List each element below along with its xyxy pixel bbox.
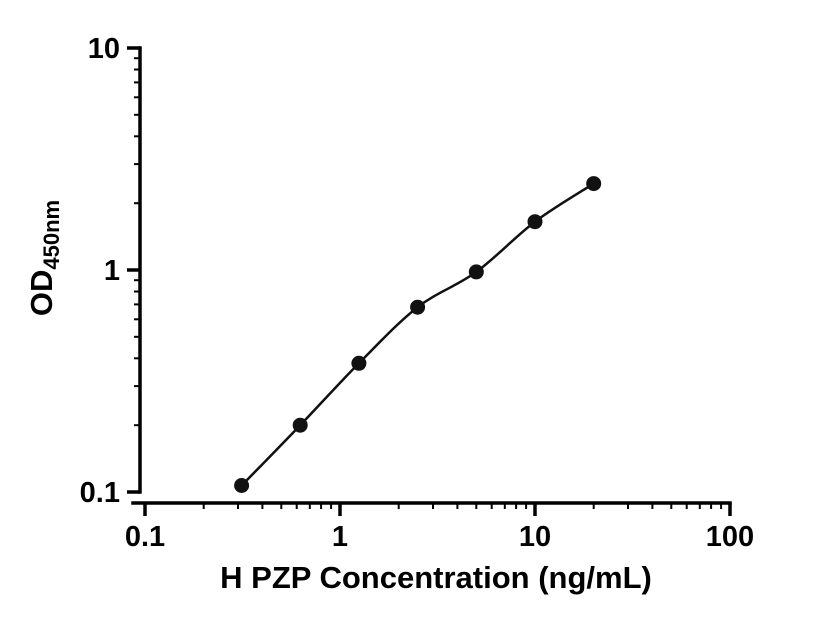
- y-tick-label: 1: [104, 255, 120, 287]
- data-point: [351, 355, 367, 371]
- x-axis-title: H PZP Concentration (ng/mL): [220, 560, 652, 595]
- y-axis-title: OD450nm: [24, 200, 64, 316]
- y-tick-label: 0.1: [80, 477, 120, 509]
- y-axis-title-subscript: 450nm: [39, 200, 64, 270]
- x-tick-label: 0.1: [125, 521, 165, 553]
- data-point: [410, 299, 426, 315]
- x-tick-label: 1: [332, 521, 348, 553]
- ticks-layer: [127, 46, 732, 516]
- x-tick-label: 10: [519, 521, 551, 553]
- data-point: [527, 214, 543, 230]
- data-point: [234, 478, 250, 493]
- plot-layer: [234, 176, 602, 493]
- x-tick-label: 100: [706, 521, 754, 553]
- y-tick-label: 10: [88, 33, 120, 65]
- tick-labels-layer: 0.1 1 10 0.1 1 10 100: [80, 33, 755, 553]
- y-axis-title-main: OD: [24, 270, 59, 317]
- data-point: [586, 176, 602, 192]
- axes-layer: [131, 46, 732, 505]
- data-point: [292, 417, 308, 433]
- data-point: [468, 264, 484, 280]
- fit-curve: [240, 182, 595, 487]
